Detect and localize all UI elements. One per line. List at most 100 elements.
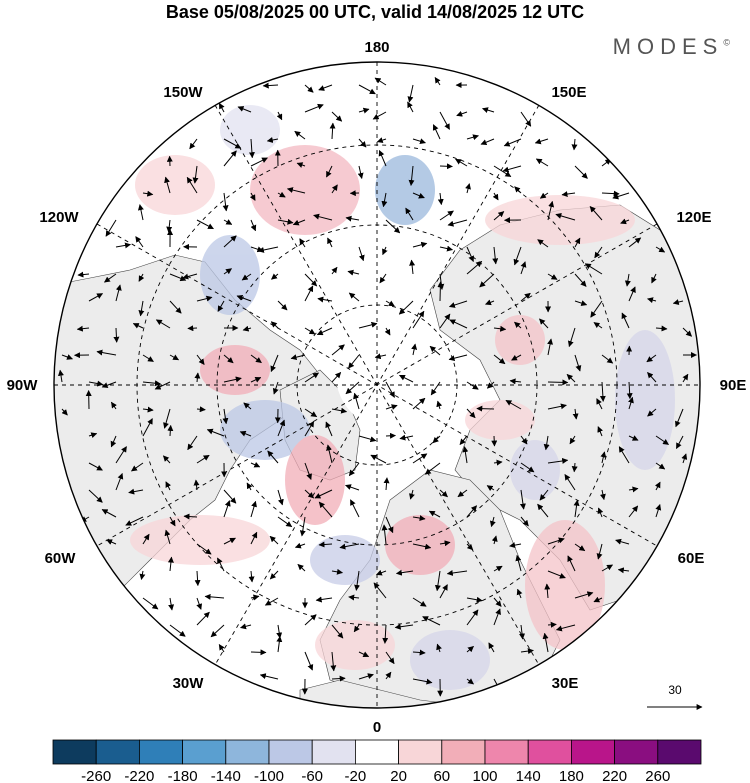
wind-vector	[503, 138, 522, 147]
wind-vector	[448, 300, 468, 308]
wind-vector	[142, 533, 150, 545]
wind-vector	[574, 273, 587, 287]
wind-vector	[292, 219, 306, 226]
wind-vector	[412, 310, 425, 329]
wind-vector	[482, 107, 495, 113]
wind-vector	[594, 246, 603, 259]
wind-vector	[348, 292, 360, 302]
wind-vector	[466, 381, 479, 390]
wind-vector	[376, 137, 387, 143]
wind-vector	[217, 557, 225, 572]
wind-vector	[439, 245, 453, 252]
lon-label-120w: 120W	[39, 209, 79, 226]
lon-label-30e: 30E	[552, 675, 579, 692]
wind-vector	[345, 215, 360, 222]
wind-vector	[277, 218, 294, 225]
wind-vector	[110, 435, 117, 448]
colorbar-swatch	[657, 739, 702, 765]
wind-vector	[446, 569, 468, 576]
wind-vector	[466, 261, 483, 275]
wind-vector	[131, 462, 144, 472]
wind-vector	[250, 594, 260, 601]
wind-vector	[465, 183, 471, 194]
anomaly-positive	[250, 145, 360, 235]
wind-vector	[682, 373, 689, 383]
wind-vector	[681, 453, 688, 464]
wind-vector	[555, 213, 576, 221]
wind-vector	[539, 192, 549, 199]
wind-vector	[385, 381, 395, 398]
wind-vector	[520, 516, 529, 527]
wind-vector	[61, 408, 68, 416]
wind-vector	[167, 424, 174, 437]
wind-vector	[466, 646, 474, 653]
wind-vector	[189, 138, 198, 150]
wind-vector	[115, 284, 122, 302]
wind-vector	[384, 327, 391, 336]
wind-vector	[382, 246, 388, 256]
wind-vector	[574, 300, 588, 306]
wind-vector	[304, 103, 324, 113]
wind-vector	[374, 77, 387, 86]
anomaly-negative	[410, 630, 490, 690]
wind-vector	[135, 236, 144, 248]
wind-vector	[407, 84, 414, 103]
wind-vector	[457, 489, 468, 498]
wind-vector	[574, 165, 588, 179]
wind-vector	[514, 321, 522, 329]
wind-vector	[106, 539, 117, 545]
wind-vector	[272, 381, 279, 395]
wind-vector	[486, 381, 495, 389]
wind-vector	[547, 457, 569, 464]
colorbar-swatch	[95, 739, 140, 765]
wind-vector	[246, 482, 253, 491]
wind-vector	[345, 484, 360, 491]
wind-vector	[651, 273, 657, 284]
wind-vector	[407, 101, 414, 113]
wind-vector	[412, 138, 426, 145]
wind-vector	[223, 150, 237, 167]
wind-vector	[405, 207, 414, 221]
wind-vector	[304, 614, 317, 626]
wind-vector	[647, 408, 657, 417]
wind-vector	[430, 381, 441, 396]
wind-vector	[187, 435, 198, 451]
wind-vector	[672, 299, 684, 305]
wind-vector	[218, 643, 225, 653]
wind-vector	[628, 237, 642, 248]
wind-vector	[628, 486, 639, 493]
wind-vector	[115, 472, 124, 491]
wind-vector	[534, 138, 549, 145]
wind-vector	[489, 516, 496, 528]
wind-vector	[259, 673, 279, 680]
wind-vector	[449, 319, 468, 329]
wind-vector	[412, 515, 426, 522]
wind-vector	[617, 567, 630, 574]
wind-vector	[276, 624, 283, 639]
wind-vector	[381, 192, 388, 208]
wind-vector	[142, 418, 153, 437]
colorbar-swatch	[52, 739, 97, 765]
wind-vector	[249, 192, 256, 201]
wind-vector	[412, 543, 432, 550]
wind-vector	[493, 459, 503, 466]
colorbar-label: -220	[124, 768, 154, 783]
wind-vector	[163, 408, 171, 429]
wind-vector	[647, 297, 657, 304]
wind-vector	[436, 400, 443, 410]
wind-vector	[502, 165, 522, 173]
wind-vector	[347, 269, 360, 276]
anomaly-negative	[200, 235, 260, 315]
colorbar-label: -60	[301, 768, 323, 783]
wind-vector	[628, 286, 636, 302]
wind-vector	[466, 543, 474, 551]
wind-vector	[412, 453, 428, 464]
wind-vector	[505, 399, 522, 410]
wind-vector	[493, 608, 501, 626]
wind-vector	[412, 241, 428, 248]
wind-vector	[519, 624, 526, 640]
wind-vector	[488, 642, 495, 653]
wind-vector	[223, 489, 237, 504]
wind-vector	[398, 374, 414, 383]
wind-vector	[429, 345, 441, 356]
